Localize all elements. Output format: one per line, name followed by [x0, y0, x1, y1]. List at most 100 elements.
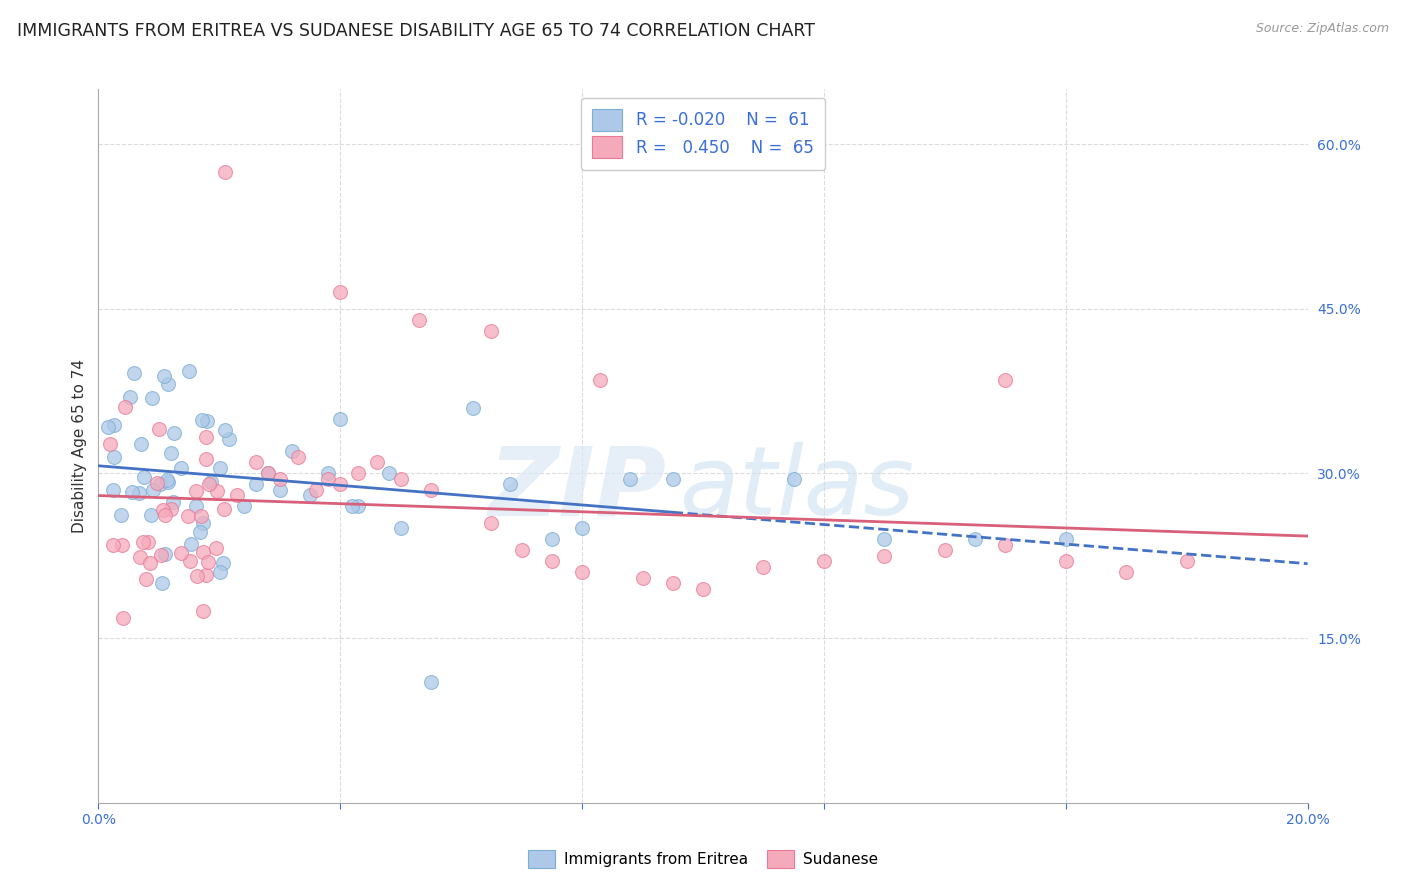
- Point: [269, 472, 291, 486]
- Point: [619, 472, 641, 486]
- Point: [316, 472, 339, 486]
- Point: [245, 455, 267, 469]
- Point: [150, 575, 173, 590]
- Point: [188, 524, 211, 539]
- Point: [194, 568, 217, 582]
- Point: [160, 446, 183, 460]
- Point: [205, 483, 228, 498]
- Point: [211, 556, 233, 570]
- Point: [195, 413, 218, 427]
- Point: [1054, 533, 1077, 547]
- Point: [163, 426, 186, 441]
- Point: [191, 413, 214, 427]
- Point: [153, 508, 176, 523]
- Y-axis label: Disability Age 65 to 74: Disability Age 65 to 74: [72, 359, 87, 533]
- Point: [135, 572, 157, 586]
- Point: [139, 556, 162, 570]
- Point: [114, 400, 136, 414]
- Point: [420, 483, 443, 497]
- Point: [98, 436, 121, 450]
- Point: [149, 476, 172, 491]
- Point: [329, 411, 352, 425]
- Point: [157, 475, 180, 490]
- Point: [169, 546, 191, 560]
- Point: [131, 535, 153, 549]
- Point: [190, 509, 212, 524]
- Point: [347, 500, 370, 514]
- Point: [128, 485, 150, 500]
- Point: [571, 566, 593, 580]
- Point: [103, 450, 125, 465]
- Point: [150, 548, 173, 562]
- Point: [177, 509, 200, 524]
- Point: [813, 554, 835, 568]
- Point: [191, 545, 214, 559]
- Text: atlas: atlas: [679, 442, 914, 535]
- Point: [179, 554, 201, 568]
- Point: [873, 549, 896, 563]
- Point: [316, 467, 339, 481]
- Point: [214, 164, 236, 178]
- Point: [692, 582, 714, 596]
- Point: [122, 367, 145, 381]
- Point: [269, 483, 291, 497]
- Point: [110, 508, 132, 523]
- Point: [146, 475, 169, 490]
- Point: [366, 455, 388, 469]
- Point: [204, 541, 226, 556]
- Point: [245, 477, 267, 491]
- Point: [1054, 554, 1077, 568]
- Point: [186, 499, 208, 513]
- Point: [170, 461, 193, 475]
- Point: [134, 469, 156, 483]
- Point: [186, 569, 208, 583]
- Point: [420, 675, 443, 690]
- Point: [184, 484, 207, 499]
- Point: [408, 312, 430, 326]
- Point: [139, 508, 162, 523]
- Point: [129, 437, 152, 451]
- Point: [347, 467, 370, 481]
- Point: [510, 543, 533, 558]
- Point: [159, 502, 181, 516]
- Point: [179, 364, 201, 378]
- Point: [180, 536, 202, 550]
- Point: [305, 483, 328, 497]
- Point: [287, 450, 309, 464]
- Point: [232, 500, 254, 514]
- Point: [661, 576, 683, 591]
- Text: Source: ZipAtlas.com: Source: ZipAtlas.com: [1256, 22, 1389, 36]
- Point: [661, 472, 683, 486]
- Point: [103, 418, 125, 433]
- Point: [153, 368, 176, 383]
- Point: [153, 548, 176, 562]
- Point: [121, 485, 143, 500]
- Point: [197, 555, 219, 569]
- Point: [540, 554, 562, 568]
- Point: [994, 373, 1017, 387]
- Point: [214, 423, 236, 437]
- Point: [540, 533, 562, 547]
- Point: [481, 324, 503, 338]
- Point: [195, 430, 218, 444]
- Legend: Immigrants from Eritrea, Sudanese: Immigrants from Eritrea, Sudanese: [522, 844, 884, 873]
- Point: [111, 538, 134, 552]
- Point: [342, 500, 364, 514]
- Point: [101, 483, 124, 497]
- Point: [377, 467, 399, 481]
- Point: [103, 538, 125, 552]
- Point: [97, 420, 120, 434]
- Point: [299, 488, 322, 502]
- Point: [218, 432, 240, 446]
- Point: [212, 502, 235, 516]
- Point: [329, 285, 352, 300]
- Point: [498, 477, 520, 491]
- Point: [226, 488, 249, 502]
- Point: [141, 392, 163, 406]
- Point: [256, 467, 278, 481]
- Point: [873, 533, 896, 547]
- Point: [152, 503, 174, 517]
- Point: [208, 565, 231, 579]
- Point: [142, 483, 165, 498]
- Point: [256, 467, 278, 481]
